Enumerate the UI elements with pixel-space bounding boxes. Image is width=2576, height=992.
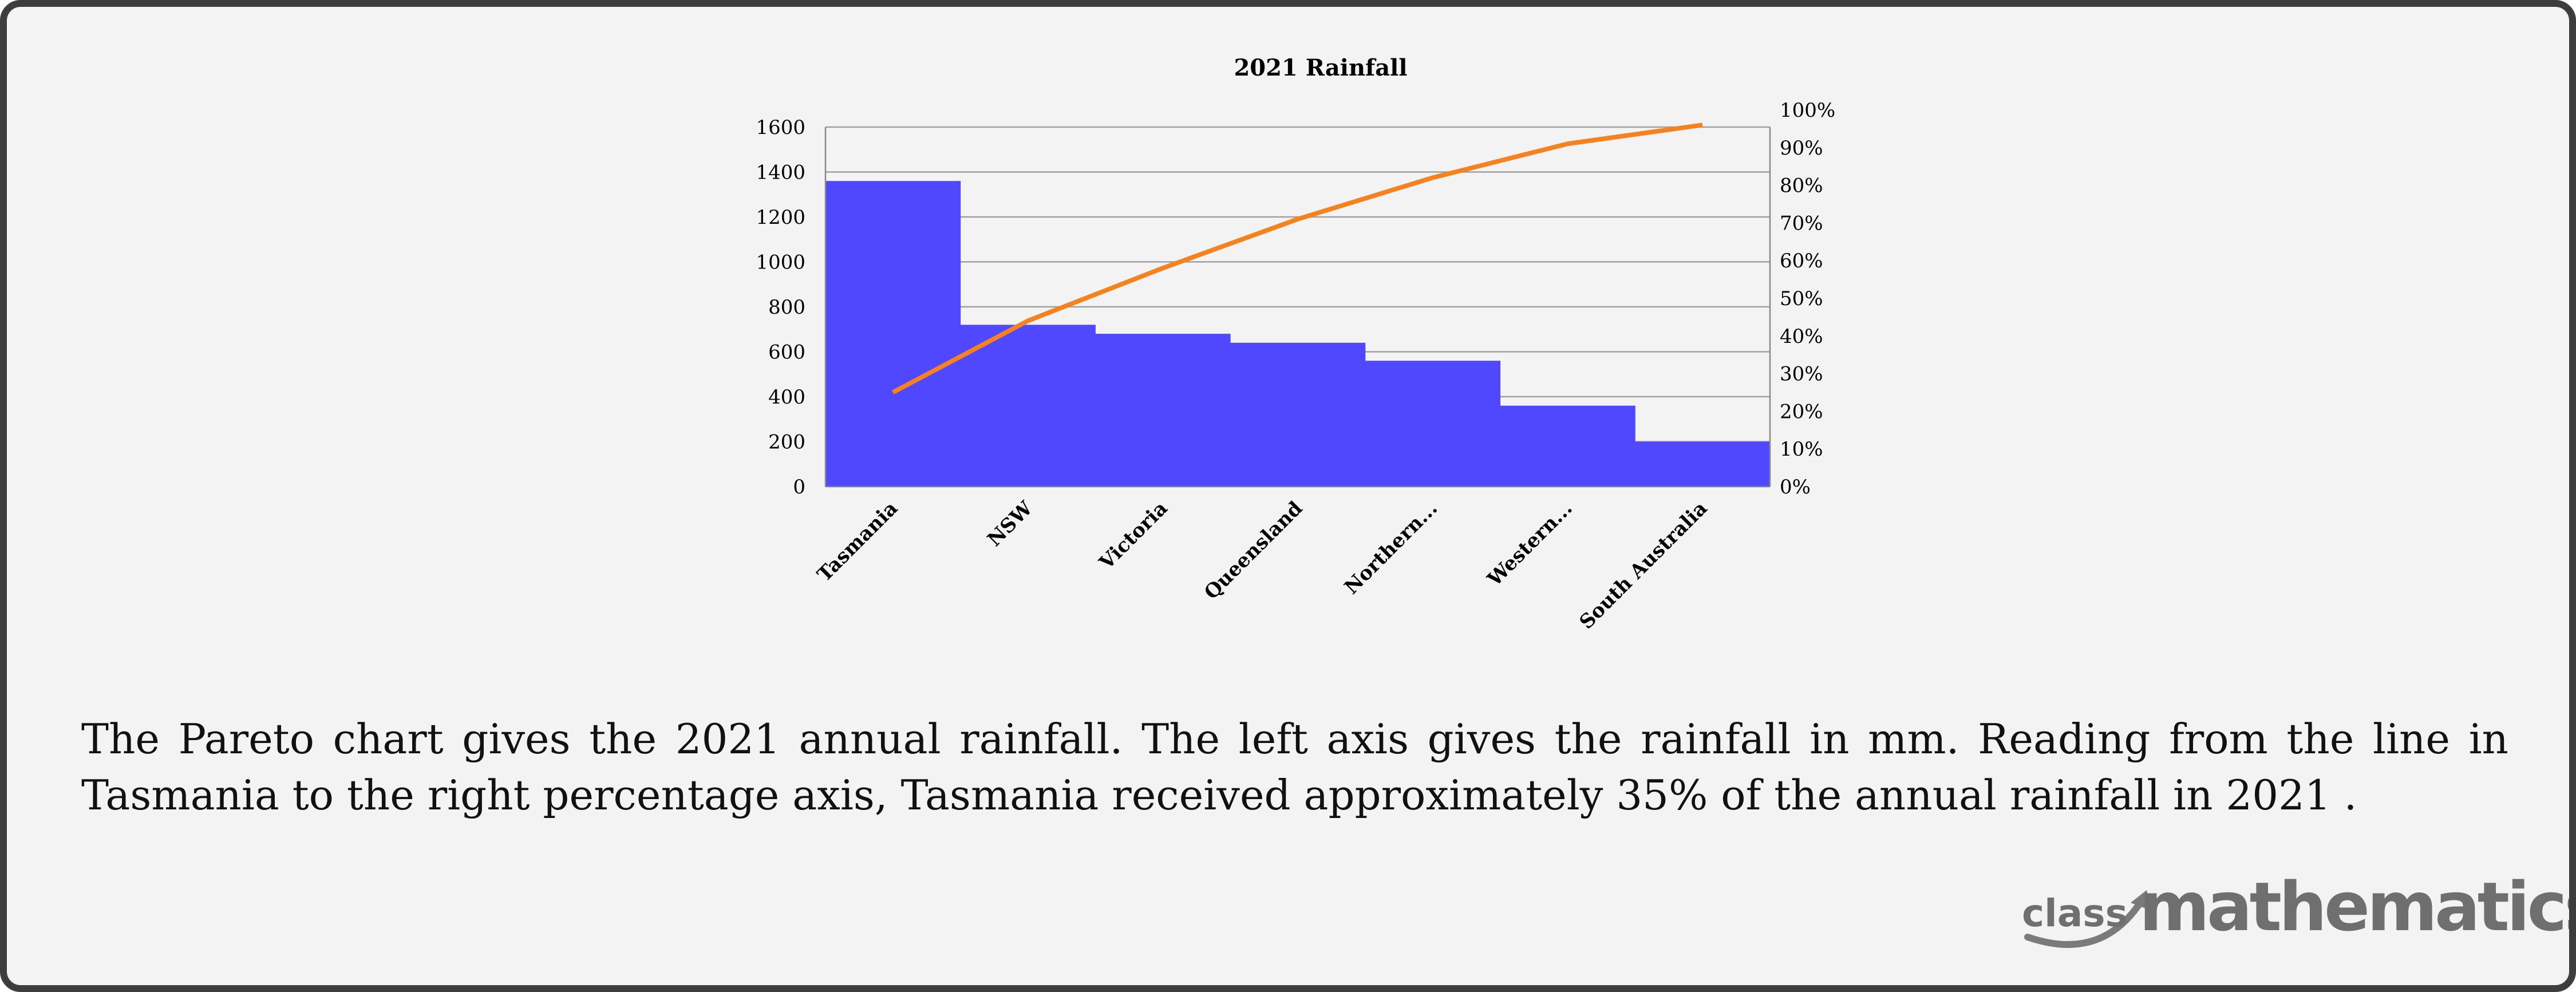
cumulative-line (891, 122, 1703, 395)
y-tick-label: 0 (793, 476, 805, 499)
y-tick-label: 600 (768, 341, 805, 364)
y2-tick-label: 80% (1780, 175, 1823, 197)
y2-tick-label: 0% (1780, 476, 1811, 499)
bar (1095, 334, 1231, 487)
category-labels: Tasmania NSW Victoria Queensland Northern...… (813, 497, 1712, 634)
right-axis-ticks: 0% 10% 20% 30% 40% 50% 60% 70% 80% 90% 100% (1780, 99, 1835, 499)
caption-text: The Pareto chart gives the 2021 annual r… (81, 715, 2508, 819)
y-tick-label: 1400 (756, 161, 805, 184)
bar (960, 325, 1096, 487)
bar (1635, 441, 1771, 487)
y2-tick-label: 10% (1780, 438, 1823, 461)
cumulative-line-path (891, 122, 1703, 395)
y-tick-label: 800 (768, 296, 805, 319)
bar (1230, 342, 1366, 487)
logo-swoosh-icon (2024, 890, 2151, 948)
y2-tick-label: 40% (1780, 325, 1823, 348)
category-label: Tasmania (813, 497, 902, 586)
y2-tick-label: 50% (1780, 287, 1823, 310)
category-label: Northern... (1340, 497, 1442, 599)
axes (824, 127, 1771, 488)
y2-tick-label: 20% (1780, 400, 1823, 423)
bar (1365, 361, 1501, 487)
left-axis-ticks: 0 200 400 600 800 1000 1200 1400 1600 (756, 116, 805, 499)
logo-mathematics-text: mathematics (2139, 867, 2576, 946)
y2-tick-label: 100% (1780, 99, 1835, 122)
y-tick-label: 1000 (756, 251, 805, 274)
chart-title: 2021 Rainfall (1234, 54, 1407, 81)
logo-class-text: class (2022, 891, 2128, 935)
y-tick-label: 1600 (756, 116, 805, 139)
y-tick-label: 1200 (756, 206, 805, 229)
y2-tick-label: 30% (1780, 363, 1823, 386)
category-label: NSW (983, 497, 1037, 551)
y2-tick-label: 90% (1780, 137, 1823, 160)
category-label: Western... (1483, 497, 1577, 591)
y2-tick-label: 70% (1780, 212, 1823, 235)
y2-tick-label: 60% (1780, 250, 1823, 272)
category-label: South Australia (1575, 497, 1712, 634)
y-tick-label: 400 (768, 386, 805, 409)
category-label: Victoria (1095, 497, 1172, 575)
category-label: Queensland (1200, 497, 1307, 604)
bar (1500, 405, 1635, 487)
pareto-chart: 2021 Rainfall 0 200 400 600 800 1000 1200 1400 1… (756, 54, 1835, 634)
bar (825, 181, 961, 487)
class-mathematics-logo: class mathematics (2010, 863, 2569, 977)
y-tick-label: 200 (768, 431, 805, 454)
bars (825, 181, 1771, 487)
